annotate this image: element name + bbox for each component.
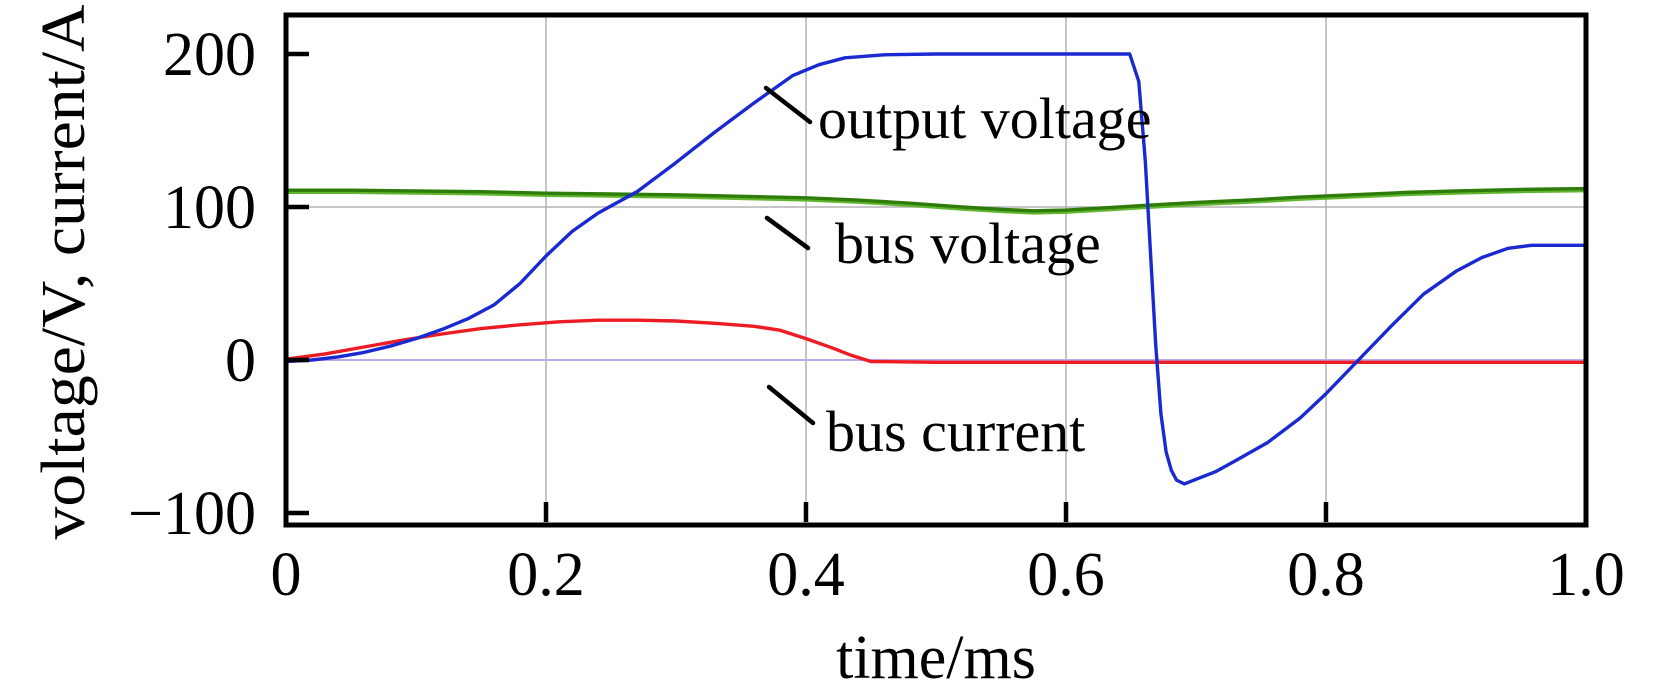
y-tick-labels: 200 100 0 −100 [128, 21, 256, 548]
output-voltage-leader-line [763, 85, 813, 125]
series-bus-voltage [284, 186, 1588, 213]
bus-voltage-label: bus voltage [835, 211, 1101, 276]
x-tick-0.8: 0.8 [1287, 541, 1365, 609]
series-annotations: output voltage bus voltage bus current [763, 85, 1151, 464]
y-tick--100: −100 [128, 480, 256, 548]
y-tick-0: 0 [225, 327, 256, 395]
series-bus-current [284, 318, 1588, 364]
bus-voltage-leader-line [764, 215, 811, 251]
bus-current-leader-line [766, 384, 816, 426]
x-tick-1.0: 1.0 [1547, 541, 1625, 609]
plot-frame [283, 12, 1589, 528]
x-tick-0.6: 0.6 [1027, 541, 1105, 609]
bus-current-label: bus current [826, 399, 1085, 464]
x-tick-0.4: 0.4 [767, 541, 845, 609]
output-voltage-label: output voltage [818, 86, 1151, 151]
y-axis-title: voltage/V, current/A [30, 4, 98, 539]
x-axis-title: time/ms [836, 624, 1036, 692]
x-tick-labels: 0 0.2 0.4 0.6 0.8 1.0 [271, 541, 1625, 609]
x-tick-0.2: 0.2 [507, 541, 585, 609]
series-output-voltage [284, 52, 1588, 486]
plot-curves [283, 52, 1589, 486]
y-tick-200: 200 [163, 21, 256, 89]
y-tick-100: 100 [163, 174, 256, 242]
axis-ticks [288, 51, 1329, 522]
x-tick-0: 0 [271, 541, 302, 609]
